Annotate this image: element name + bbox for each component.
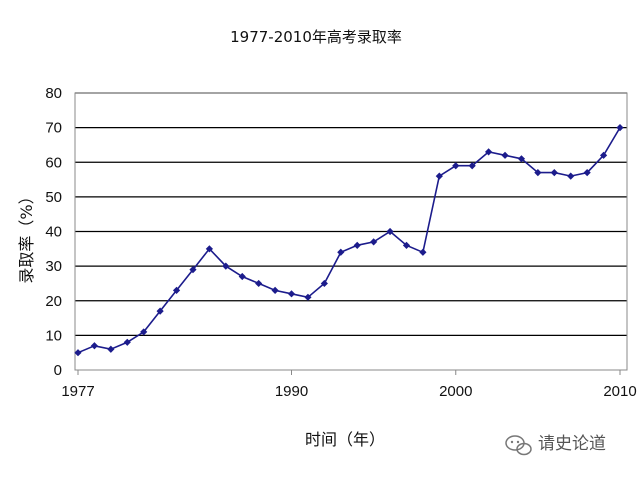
data-point (320, 279, 328, 288)
y-tick-label: 50 (45, 189, 62, 206)
data-point (550, 169, 558, 177)
x-tick-label: 2000 (439, 383, 472, 400)
data-point (255, 279, 263, 288)
data-point (583, 169, 591, 177)
data-point (172, 286, 181, 294)
y-tick-label: 40 (45, 224, 62, 241)
data-point (222, 262, 230, 270)
data-point (616, 124, 624, 132)
data-point (517, 155, 526, 163)
y-tick-label: 30 (45, 258, 62, 275)
data-point (238, 272, 246, 281)
y-tick-label: 10 (45, 327, 62, 344)
data-point (90, 342, 99, 350)
data-point (534, 169, 542, 177)
y-tick-label: 20 (45, 293, 62, 310)
data-point (271, 286, 279, 294)
chart-title: 1977-2010年高考录取率 (230, 28, 402, 46)
grid (75, 92, 627, 337)
data-point (370, 238, 378, 246)
data-point (485, 148, 493, 156)
data-point (337, 248, 345, 256)
series-layer (74, 124, 624, 357)
y-tick-label: 60 (45, 154, 62, 171)
data-point (567, 172, 575, 180)
data-point (107, 345, 115, 353)
data-point (123, 338, 131, 346)
data-point (599, 151, 608, 159)
data-point (452, 162, 460, 170)
y-tick-label: 70 (45, 120, 62, 137)
x-axis-ticks: 1977 1990 2000 2010 (61, 370, 637, 400)
wechat-icon (505, 435, 532, 456)
data-point (189, 265, 197, 274)
data-point (435, 172, 443, 180)
watermark-text: 请史论道 (538, 434, 606, 454)
data-point (140, 328, 148, 336)
x-tick-label: 2010 (603, 383, 636, 400)
data-point (304, 293, 312, 301)
x-axis-label: 时间（年） (305, 430, 385, 449)
data-point (468, 162, 476, 170)
data-point (402, 241, 411, 249)
data-point (205, 245, 213, 253)
watermark: 请史论道 (505, 434, 606, 456)
data-point (419, 248, 427, 256)
y-tick-label: 80 (45, 85, 62, 102)
data-point (501, 151, 509, 159)
data-point (287, 290, 296, 298)
plot-frame (74, 92, 628, 371)
y-tick-label: 0 (54, 362, 62, 379)
data-point (74, 349, 82, 357)
x-tick-label: 1990 (275, 383, 308, 400)
data-point (353, 241, 361, 249)
data-point (156, 307, 164, 315)
y-axis-ticks: 0 10 20 30 40 50 60 70 80 (45, 85, 62, 379)
y-axis-label: 录取率（%） (17, 188, 36, 283)
series-line (77, 127, 621, 354)
data-point (386, 227, 394, 236)
x-tick-label: 1977 (61, 383, 94, 400)
